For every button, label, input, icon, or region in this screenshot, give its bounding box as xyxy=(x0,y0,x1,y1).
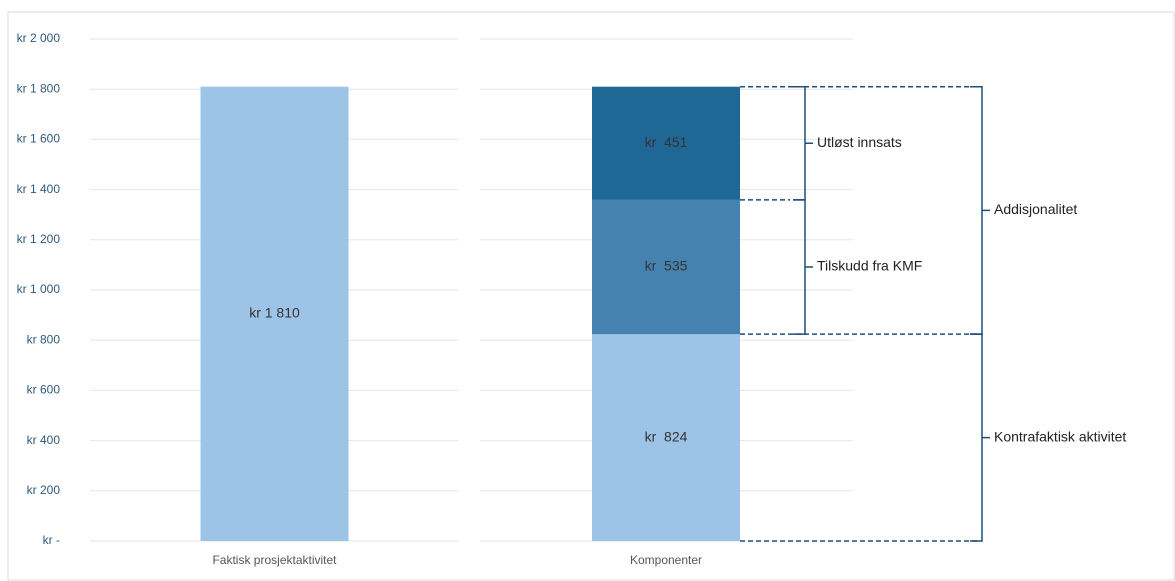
y-tick-label: kr 1 200 xyxy=(17,232,61,246)
bracket xyxy=(970,85,990,335)
y-tick-label: kr 2 000 xyxy=(17,31,61,45)
y-tick-label: kr 400 xyxy=(27,433,61,447)
bracket xyxy=(793,85,813,201)
value-label: kr 1 810 xyxy=(249,305,300,321)
value-label: kr 824 xyxy=(645,428,688,444)
annotation: Kontrafaktisk aktivitet xyxy=(994,428,1126,444)
y-tick-label: kr - xyxy=(43,533,60,547)
y-tick-label: kr 800 xyxy=(27,332,61,346)
annotation: Utløst innsats xyxy=(817,134,902,150)
x-tick-label: Komponenter xyxy=(630,553,702,567)
x-tick-label: Faktisk prosjektaktivitet xyxy=(212,553,337,567)
y-tick-label: kr 1 800 xyxy=(17,81,61,95)
value-label: kr 535 xyxy=(645,258,688,274)
y-tick-label: kr 200 xyxy=(27,483,61,497)
y-tick-label: kr 1 400 xyxy=(17,182,61,196)
annotation: Tilskudd fra KMF xyxy=(817,258,922,274)
bar-segment xyxy=(592,334,740,541)
y-tick-label: kr 1 000 xyxy=(17,282,61,296)
value-label: kr 451 xyxy=(645,134,688,150)
bar-segment xyxy=(592,86,740,200)
annotation: Addisjonalitet xyxy=(994,201,1077,217)
bar-segment xyxy=(592,199,740,335)
bracket xyxy=(970,333,990,542)
y-tick-label: kr 1 600 xyxy=(17,132,61,146)
frame xyxy=(7,11,1175,581)
bar-segment xyxy=(200,86,349,541)
bracket xyxy=(793,199,813,335)
y-tick-label: kr 600 xyxy=(27,383,61,397)
